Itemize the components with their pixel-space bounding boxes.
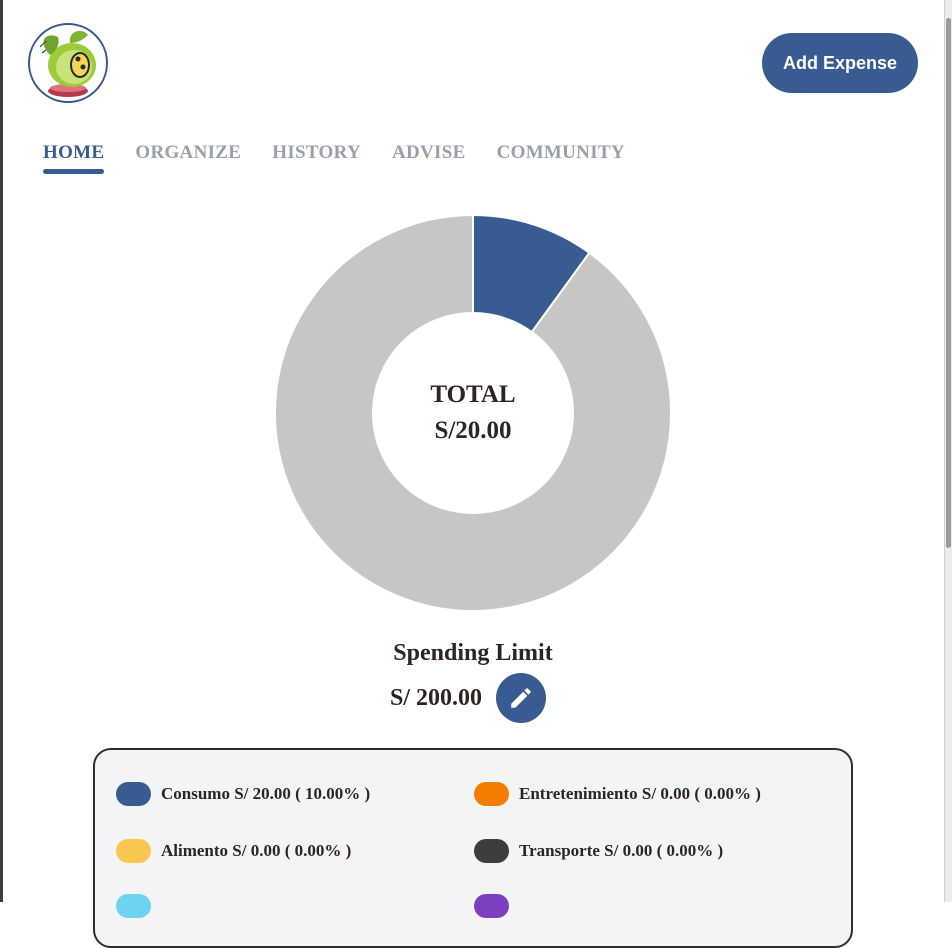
spending-limit-value: S/ 200.00 xyxy=(390,684,483,711)
legend-label: Consumo S/ 20.00 ( 10.00% ) xyxy=(161,784,371,803)
donut-center: TOTAL S/20.00 xyxy=(273,213,673,613)
pencil-icon xyxy=(511,688,531,708)
legend-swatch xyxy=(116,839,151,863)
main-tabs: HOME ORGANIZE HISTORY ADVISE COMMUNITY xyxy=(43,142,625,174)
add-expense-button[interactable]: Add Expense xyxy=(762,33,918,93)
tab-home[interactable]: HOME xyxy=(43,142,105,174)
legend-label: Entretenimiento S/ 0.00 ( 0.00% ) xyxy=(519,784,761,803)
legend-swatch xyxy=(116,894,151,918)
tab-community[interactable]: COMMUNITY xyxy=(496,142,625,163)
legend-swatch xyxy=(116,782,151,806)
tab-organize[interactable]: ORGANIZE xyxy=(135,142,242,163)
category-legend: Consumo S/ 20.00 ( 10.00% ) Entretenimie… xyxy=(93,748,853,948)
legend-swatch xyxy=(474,839,509,863)
legend-item-consumo: Consumo S/ 20.00 ( 10.00% ) xyxy=(116,782,370,806)
legend-item-alimento: Alimento S/ 0.00 ( 0.00% ) xyxy=(116,839,351,863)
spending-limit-title: Spending Limit xyxy=(393,640,553,666)
scrollbar-thumb[interactable] xyxy=(946,18,951,548)
tab-history[interactable]: HISTORY xyxy=(272,142,361,163)
spending-donut-chart: TOTAL S/20.00 xyxy=(273,213,673,613)
spending-limit-row: S/ 200.00 xyxy=(390,673,547,723)
legend-item-partial-2 xyxy=(474,894,519,918)
legend-swatch xyxy=(474,894,509,918)
legend-swatch xyxy=(474,782,509,806)
legend-item-entretenimiento: Entretenimiento S/ 0.00 ( 0.00% ) xyxy=(474,782,761,806)
edit-limit-button[interactable] xyxy=(496,673,547,723)
window-edge xyxy=(0,0,3,902)
total-label: TOTAL xyxy=(430,381,516,408)
legend-item-transporte: Transporte S/ 0.00 ( 0.00% ) xyxy=(474,839,723,863)
tab-advise[interactable]: ADVISE xyxy=(391,142,466,163)
total-value: S/20.00 xyxy=(434,417,512,444)
donut-svg xyxy=(274,213,672,612)
legend-item-partial-1 xyxy=(116,894,161,918)
plant-mascot-icon xyxy=(39,30,96,97)
legend-label: Alimento S/ 0.00 ( 0.00% ) xyxy=(161,841,352,860)
app-logo[interactable] xyxy=(28,23,108,103)
scrollbar[interactable] xyxy=(944,0,952,902)
legend-label: Transporte S/ 0.00 ( 0.00% ) xyxy=(519,841,724,860)
donut-slice-remaining[interactable] xyxy=(274,213,672,612)
